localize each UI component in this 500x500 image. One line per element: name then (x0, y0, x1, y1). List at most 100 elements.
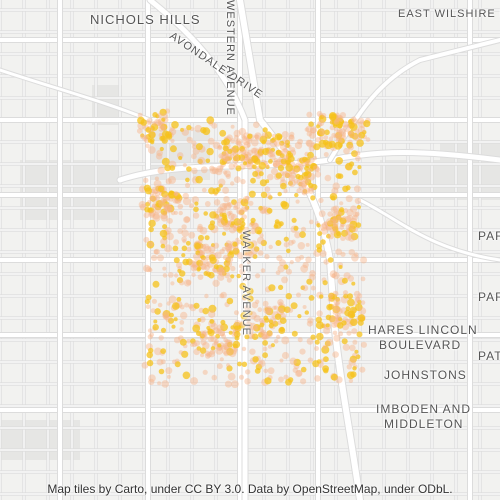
density-point (173, 192, 179, 197)
density-point (307, 317, 314, 324)
density-point (342, 290, 349, 296)
density-point (209, 319, 215, 324)
density-point (215, 167, 223, 176)
western-avenue-road (147, 0, 248, 500)
density-point (319, 250, 327, 258)
density-point (191, 167, 198, 174)
density-point (355, 297, 361, 302)
map-attribution[interactable]: Map tiles by Carto, under CC BY 3.0. Dat… (47, 482, 453, 496)
density-point (228, 163, 235, 170)
density-point (148, 374, 156, 383)
density-point (357, 165, 362, 170)
density-point (291, 330, 298, 337)
density-point (203, 271, 209, 276)
density-point (238, 154, 246, 162)
density-point (331, 132, 337, 138)
density-point (208, 310, 216, 318)
density-point (203, 246, 212, 254)
density-point (166, 374, 171, 379)
density-point (283, 374, 289, 380)
density-point (171, 324, 176, 329)
density-point (297, 242, 306, 250)
density-point (148, 241, 154, 247)
density-point (181, 229, 189, 237)
density-point (231, 145, 240, 153)
density-point (348, 358, 357, 366)
density-point (214, 338, 219, 344)
density-point (191, 341, 198, 348)
density-point (294, 141, 303, 150)
density-point (193, 253, 201, 261)
density-point (200, 166, 208, 174)
density-point (347, 130, 352, 135)
density-point (199, 347, 207, 354)
density-point (177, 228, 184, 235)
density-point (285, 143, 290, 148)
density-point (163, 203, 171, 211)
density-point (242, 161, 248, 166)
density-point (191, 144, 197, 150)
density-point (239, 209, 245, 215)
density-point (162, 311, 170, 319)
density-point (222, 231, 227, 236)
density-point (216, 269, 222, 275)
density-point (236, 207, 244, 215)
density-point (288, 134, 295, 140)
density-point (247, 332, 255, 340)
density-point (288, 180, 293, 186)
density-point (328, 292, 335, 300)
density-point (333, 230, 342, 239)
density-point (346, 371, 355, 380)
density-point (347, 131, 355, 139)
density-point (267, 367, 275, 375)
density-point (158, 199, 166, 208)
density-point (338, 265, 343, 269)
density-point (298, 181, 303, 187)
density-point (292, 367, 298, 373)
density-point (242, 196, 250, 203)
density-point (302, 261, 309, 269)
label-hares-lincoln-line1: HARES LINCOLN (368, 323, 478, 337)
density-point (238, 263, 244, 269)
density-point (182, 192, 189, 200)
density-point (243, 151, 252, 160)
density-point (217, 215, 223, 221)
density-point (314, 339, 320, 345)
density-point (233, 218, 242, 226)
density-point (160, 348, 167, 354)
density-point (181, 236, 187, 242)
density-point (224, 380, 232, 388)
density-point (302, 305, 307, 309)
density-point (245, 317, 251, 323)
density-point (323, 356, 329, 363)
density-point (323, 368, 329, 374)
density-point (248, 251, 255, 258)
density-point (158, 125, 165, 132)
density-point (178, 156, 183, 160)
density-point (328, 136, 334, 141)
density-point (242, 295, 247, 301)
density-point (199, 226, 208, 235)
density-point (169, 312, 174, 318)
density-point (221, 218, 228, 226)
density-point (346, 209, 354, 217)
density-point (184, 302, 190, 308)
density-point (328, 233, 334, 240)
density-point (146, 359, 154, 367)
density-point (322, 280, 328, 286)
density-point (206, 325, 211, 331)
density-point (214, 251, 222, 259)
density-point (257, 148, 265, 156)
density-point (219, 357, 224, 362)
density-point (208, 254, 216, 261)
density-point (224, 243, 233, 252)
density-point (259, 322, 265, 328)
density-point (148, 267, 153, 273)
density-point (251, 155, 259, 163)
density-point (196, 259, 204, 267)
density-point (198, 249, 205, 257)
label-clipped-par-2: PAR (478, 290, 500, 304)
density-point (284, 169, 293, 178)
